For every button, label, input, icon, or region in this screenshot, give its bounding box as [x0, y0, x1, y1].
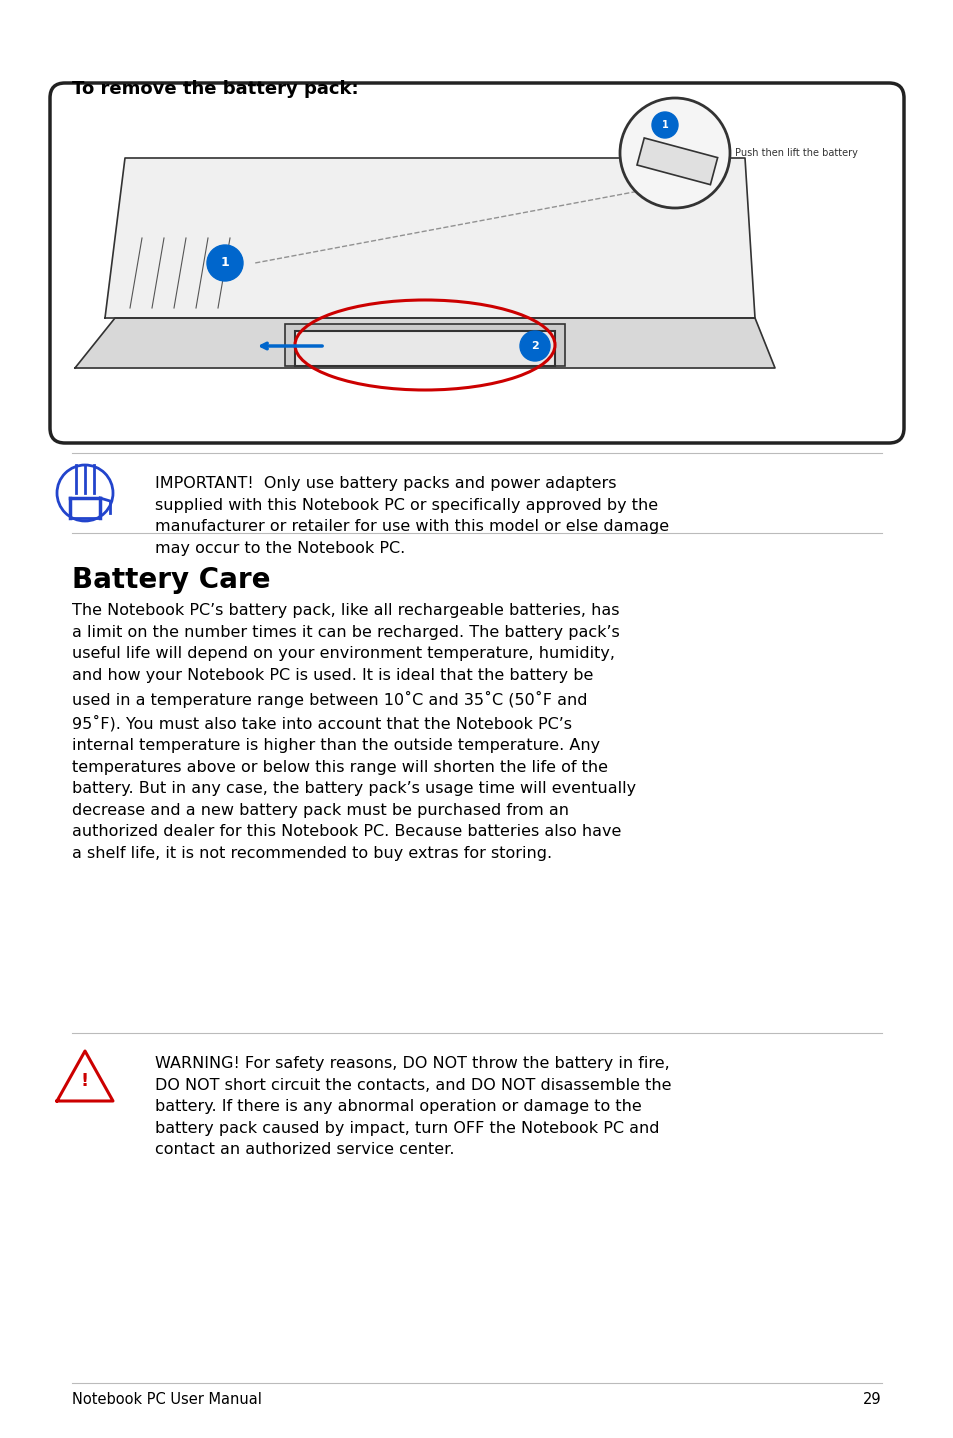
Circle shape [619, 98, 729, 209]
Text: 2: 2 [531, 341, 538, 351]
Text: Notebook PC User Manual: Notebook PC User Manual [71, 1392, 262, 1408]
Circle shape [519, 331, 550, 361]
Bar [637, 138, 717, 184]
Circle shape [207, 244, 243, 280]
Text: WARNING! For safety reasons, DO NOT throw the battery in fire,
DO NOT short circ: WARNING! For safety reasons, DO NOT thro… [154, 1055, 671, 1158]
Bar [294, 331, 555, 367]
Text: Battery Care: Battery Care [71, 567, 271, 594]
Text: To remove the battery pack:: To remove the battery pack: [71, 81, 358, 98]
Polygon shape [75, 318, 774, 368]
Text: Push then lift the battery: Push then lift the battery [734, 148, 857, 158]
Text: IMPORTANT!  Only use battery packs and power adapters
supplied with this Noteboo: IMPORTANT! Only use battery packs and po… [154, 476, 668, 557]
Text: 1: 1 [661, 119, 668, 129]
Text: The Notebook PC’s battery pack, like all rechargeable batteries, has
a limit on : The Notebook PC’s battery pack, like all… [71, 603, 636, 861]
Bar [285, 324, 564, 367]
Text: 29: 29 [862, 1392, 882, 1408]
Polygon shape [105, 158, 754, 318]
Text: 1: 1 [220, 256, 229, 269]
Text: !: ! [81, 1071, 89, 1090]
FancyBboxPatch shape [50, 83, 903, 443]
Circle shape [651, 112, 678, 138]
